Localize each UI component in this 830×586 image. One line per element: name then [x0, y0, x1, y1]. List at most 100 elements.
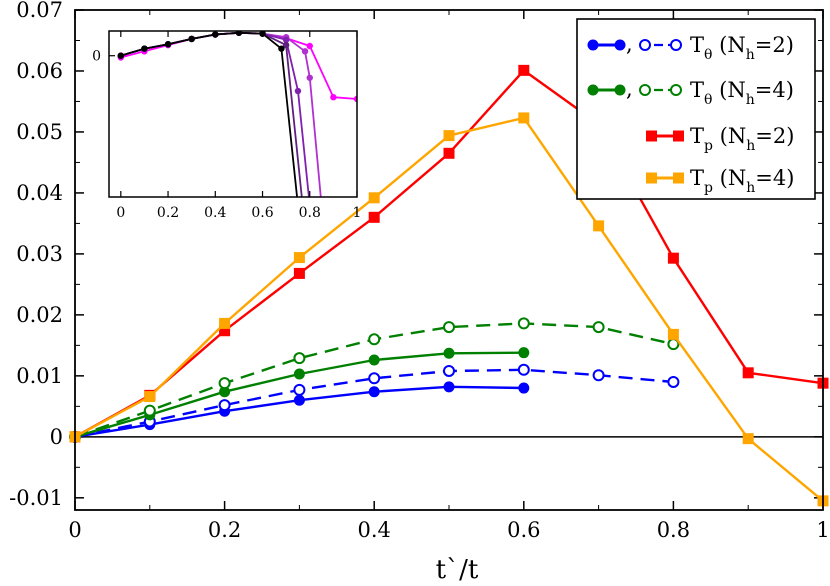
inset-x-tick-label: 0.8: [299, 205, 321, 221]
legend-text-nsub: h: [746, 92, 755, 108]
x-tick-label: 0.4: [357, 518, 390, 542]
legend-text-main: T: [690, 33, 704, 57]
series-line: [74, 368, 674, 438]
legend-sep: ,: [626, 77, 633, 101]
data-point: [443, 364, 455, 377]
data-point: [219, 325, 231, 337]
legend-item: Tp (Nh=4): [646, 166, 794, 196]
x-tick-label: 0.8: [657, 518, 690, 542]
inset-x-tick-label: 0.2: [157, 205, 179, 221]
legend-text-main: T: [690, 124, 704, 148]
data-point: [592, 321, 605, 334]
legend-item: , Tθ (Nh=4): [587, 77, 794, 108]
inset-x-tick-label: 0.4: [204, 205, 226, 221]
legend-marker: [673, 130, 684, 142]
legend-text-sub: θ: [704, 92, 712, 108]
legend-text-nsub: h: [746, 180, 755, 196]
data-point: [144, 391, 156, 403]
y-tick-label: 0.07: [16, 0, 63, 22]
inset-y-tick-label: 0: [92, 49, 101, 65]
data-point: [593, 220, 605, 232]
y-tick-label: 0.03: [16, 242, 63, 266]
x-axis-label: t`/t: [436, 555, 479, 585]
x-tick-label: 0.2: [208, 518, 241, 542]
y-tick-label: 0.04: [16, 181, 63, 205]
data-point: [293, 267, 305, 279]
inset-data-point: [141, 45, 148, 52]
data-point: [667, 328, 679, 340]
legend-label: Tθ (Nh=4): [690, 78, 794, 108]
legend-label: Tθ (Nh=2): [690, 33, 794, 63]
y-tick-label: 0.06: [16, 59, 63, 83]
legend-text-paren: (N: [712, 33, 745, 57]
legend-marker: [639, 39, 651, 51]
data-point: [518, 112, 530, 124]
legend-marker: [646, 130, 657, 142]
data-point: [143, 404, 156, 417]
data-point: [443, 147, 455, 159]
inset-data-point: [235, 31, 243, 36]
data-point: [517, 363, 530, 376]
inset-data-point: [282, 41, 290, 49]
inset-data-point: [301, 48, 309, 55]
plot-frame: [74, 9, 824, 511]
inset-frame: [108, 30, 358, 198]
y-tick-label: 0.01: [16, 364, 63, 388]
inset-x-tick-label: 0.6: [251, 205, 273, 221]
inset-data-point: [330, 94, 337, 101]
inset-data-point: [278, 45, 285, 52]
legend-text-tail: =2): [755, 124, 794, 148]
inset-data-point: [117, 52, 125, 59]
legend: , Tθ (Nh=2), Tθ (Nh=4)Tp (Nh=2)Tp (Nh=4): [576, 18, 816, 200]
data-point: [518, 64, 530, 76]
legend-marker: [587, 84, 599, 96]
legend-text-tail: =4): [755, 166, 794, 190]
legend-item: , Tθ (Nh=2): [587, 32, 794, 63]
inset-data-point: [306, 74, 313, 81]
data-point: [742, 433, 754, 445]
legend-item: Tp (Nh=2): [646, 124, 794, 154]
data-point: [219, 317, 231, 329]
data-point: [368, 192, 380, 204]
data-point: [517, 317, 530, 330]
legend-label: Tp (Nh=4): [690, 166, 794, 196]
legend-text-sub: θ: [704, 47, 712, 63]
inset-plot: 0 0.2 0.4 0.6 0.8 1 0: [92, 30, 361, 221]
legend-marker: [673, 172, 684, 184]
inset-data-point: [294, 87, 302, 95]
data-point: [293, 352, 306, 365]
data-point: [518, 382, 530, 394]
y-tick-label: 0: [50, 425, 63, 449]
data-point: [293, 252, 305, 264]
legend-marker: [614, 84, 626, 96]
x-tick-label: 1: [816, 518, 829, 542]
legend-text-paren: (N: [713, 124, 746, 148]
main-plot: 0 0.2 0.4 0.6 0.8 1-0.0100.010.020.030.040.05…: [9, 0, 830, 542]
y-tick-label: 0.02: [16, 303, 63, 327]
legend-text-main: T: [690, 78, 704, 102]
data-point: [518, 347, 530, 359]
legend-marker: [646, 172, 657, 184]
data-point: [368, 386, 380, 398]
legend-text-sub: p: [704, 138, 713, 154]
data-point: [443, 321, 455, 334]
x-tick-label: 0.6: [507, 518, 540, 542]
data-point: [368, 354, 380, 366]
data-point: [368, 211, 380, 223]
inset-data-point: [188, 35, 195, 43]
legend-text-tail: =4): [755, 78, 794, 102]
legend-text-paren: (N: [712, 78, 745, 102]
legend-text-nsub: h: [746, 138, 755, 154]
legend-marker: [614, 39, 626, 51]
data-point: [218, 377, 231, 390]
inset-data-point: [306, 42, 313, 50]
data-point: [443, 347, 455, 359]
legend-text-main: T: [690, 166, 704, 190]
data-point: [667, 252, 679, 264]
data-point: [592, 369, 605, 382]
legend-text-nsub: h: [746, 47, 755, 63]
legend-text-paren: (N: [713, 166, 746, 190]
inset-background: [109, 31, 357, 197]
inset-x-tick-label: 0: [116, 205, 125, 221]
